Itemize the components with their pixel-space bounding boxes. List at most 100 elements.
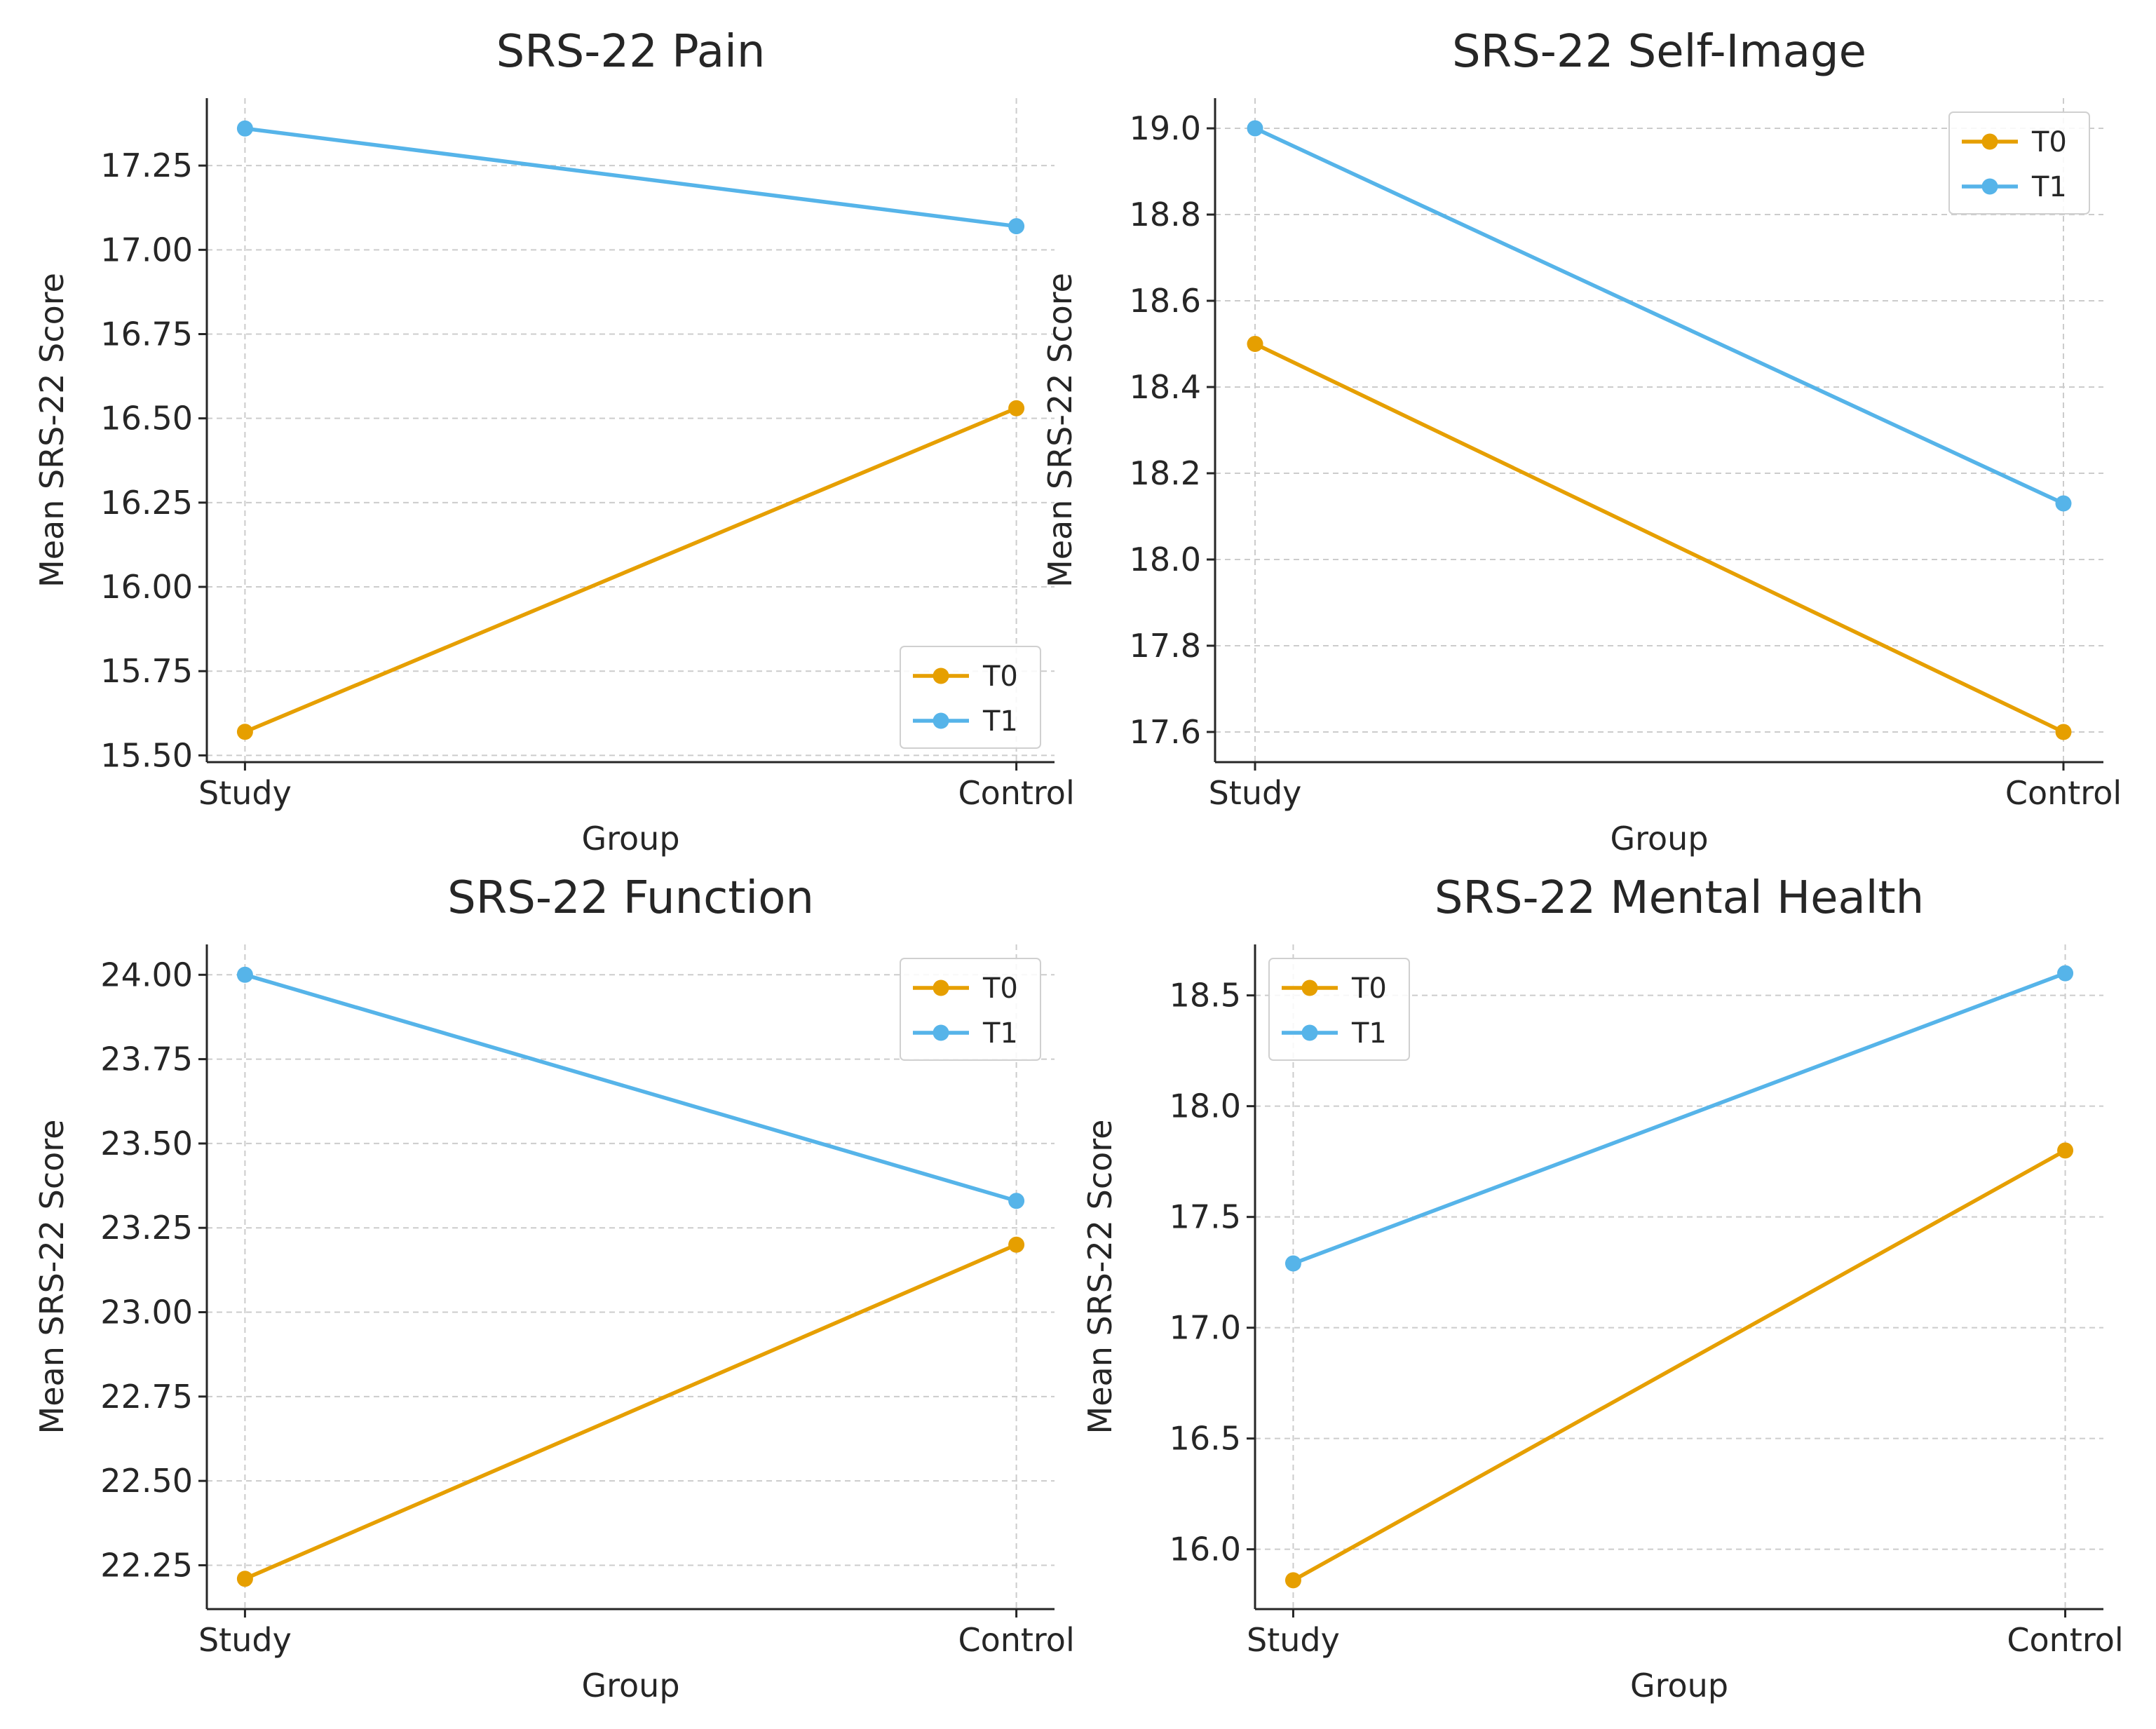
chart-panel-4: SRS-22 Mental Health 16.0 16.5 17.0 17.5 18.0… [1081,872,2124,1704]
legend-frame [900,646,1041,749]
y-tick-label: 18.5 [1169,977,1241,1015]
y-tick-label: 15.50 [100,736,193,774]
y-tick-label: 18.2 [1130,454,1201,492]
y-tick-label: 19.0 [1130,109,1201,147]
x-tick-label: Control [958,774,1074,812]
chart-title: SRS-22 Pain [496,26,766,78]
y-tick-label: 17.5 [1169,1198,1241,1236]
y-tick-label: 18.6 [1130,282,1201,320]
x-axis-label: Group [1610,820,1708,857]
y-tick-label: 16.0 [1169,1531,1241,1568]
chart-title: SRS-22 Function [447,872,814,924]
data-point-T0-Control [1008,1236,1025,1253]
y-tick-label: 16.00 [100,568,193,606]
x-axis-label: Group [581,820,679,857]
series-line-T0 [1254,342,2065,734]
x-tick-label: Study [1247,1621,1340,1659]
y-axis-label: Mean SRS-22 Score [1041,273,1079,588]
chart-panel-1: SRS-22 Pain 15.50 15.75 16.00 16.25 16.50 16.7… [33,26,1075,857]
series-line-T1 [1292,971,2066,1266]
y-tick-label: 24.00 [100,956,193,994]
y-tick-label: 18.4 [1130,368,1201,406]
series-line-T0 [244,406,1017,734]
legend-label-T0: T0 [2031,126,2067,158]
y-axis-label: Mean SRS-22 Score [33,1120,71,1435]
y-tick-label: 23.00 [100,1294,193,1331]
legend-swatch-marker-T1 [1981,178,1998,195]
x-tick-label: Control [2007,1621,2123,1659]
chart-title: SRS-22 Self-Image [1452,26,1866,78]
y-tick-label: 22.50 [100,1462,193,1500]
legend-swatch-marker-T0 [933,979,949,996]
data-point-T1-Control [1008,218,1025,235]
data-point-T0-Study [236,724,253,740]
legend-swatch-marker-T1 [933,1024,949,1041]
data-point-T0-Study [236,1571,253,1587]
data-point-T0-Control [2057,1142,2074,1159]
data-point-T1-Study [1247,120,1263,137]
data-point-T1-Study [236,120,253,137]
y-tick-label: 18.8 [1130,196,1201,233]
chart-panel-2: SRS-22 Self-Image 17.6 17.8 18.0 18.2 18.4 18.… [1041,26,2122,857]
y-tick-label: 17.6 [1130,713,1201,751]
data-point-T0-Control [2055,724,2072,740]
data-point-T1-Control [2055,495,2072,512]
legend-label-T0: T0 [982,660,1018,693]
y-tick-label: 18.0 [1169,1087,1241,1125]
legend-label-T1: T1 [1351,1017,1387,1050]
legend-swatch-marker-T1 [933,712,949,729]
data-point-T0-Control [1008,400,1025,416]
y-tick-label: 22.75 [100,1378,193,1416]
x-axis-label: Group [1630,1667,1728,1704]
data-point-T1-Study [1284,1255,1301,1272]
legend-label-T1: T1 [982,705,1018,738]
x-tick-label: Study [1209,774,1302,812]
legend-frame [1268,958,1410,1061]
data-point-T1-Control [2057,965,2074,982]
legend-label-T0: T0 [982,972,1018,1005]
data-point-T0-Study [1284,1572,1301,1589]
y-tick-label: 17.00 [100,231,193,269]
chart-title: SRS-22 Mental Health [1435,872,1924,924]
y-tick-label: 16.25 [100,484,193,522]
legend-swatch-marker-T1 [1301,1024,1318,1041]
series-line-T0 [1292,1148,2066,1582]
series-line-T1 [244,972,1017,1203]
legend-label-T1: T1 [2031,171,2067,203]
legend-swatch-marker-T0 [1981,133,1998,150]
y-tick-label: 17.8 [1130,627,1201,665]
x-axis-label: Group [581,1667,679,1704]
y-tick-label: 16.75 [100,315,193,353]
y-tick-label: 18.0 [1130,541,1201,578]
y-tick-label: 22.25 [100,1546,193,1584]
x-tick-label: Control [958,1621,1074,1659]
y-tick-label: 23.75 [100,1040,193,1078]
data-point-T1-Study [236,966,253,983]
y-axis-label: Mean SRS-22 Score [33,273,71,588]
y-tick-label: 16.50 [100,400,193,438]
legend-frame [1948,111,2090,215]
legend-frame [900,958,1041,1061]
series-line-T1 [1254,126,2065,506]
data-point-T0-Study [1247,336,1263,353]
y-tick-label: 23.50 [100,1125,193,1162]
x-tick-label: Study [198,774,292,812]
legend-swatch-marker-T0 [1301,979,1318,996]
y-tick-label: 23.25 [100,1209,193,1247]
y-tick-label: 15.75 [100,652,193,690]
legend-swatch-marker-T0 [933,667,949,684]
legend-label-T1: T1 [982,1017,1018,1050]
y-axis-label: Mean SRS-22 Score [1081,1120,1119,1435]
x-tick-label: Study [198,1621,292,1659]
chart-panel-3: SRS-22 Function 22.25 22.50 22.75 23.00 23.25… [33,872,1075,1704]
series-line-T0 [244,1242,1017,1581]
y-tick-label: 17.0 [1169,1309,1241,1347]
data-point-T1-Control [1008,1193,1025,1209]
y-tick-label: 17.25 [100,147,193,184]
